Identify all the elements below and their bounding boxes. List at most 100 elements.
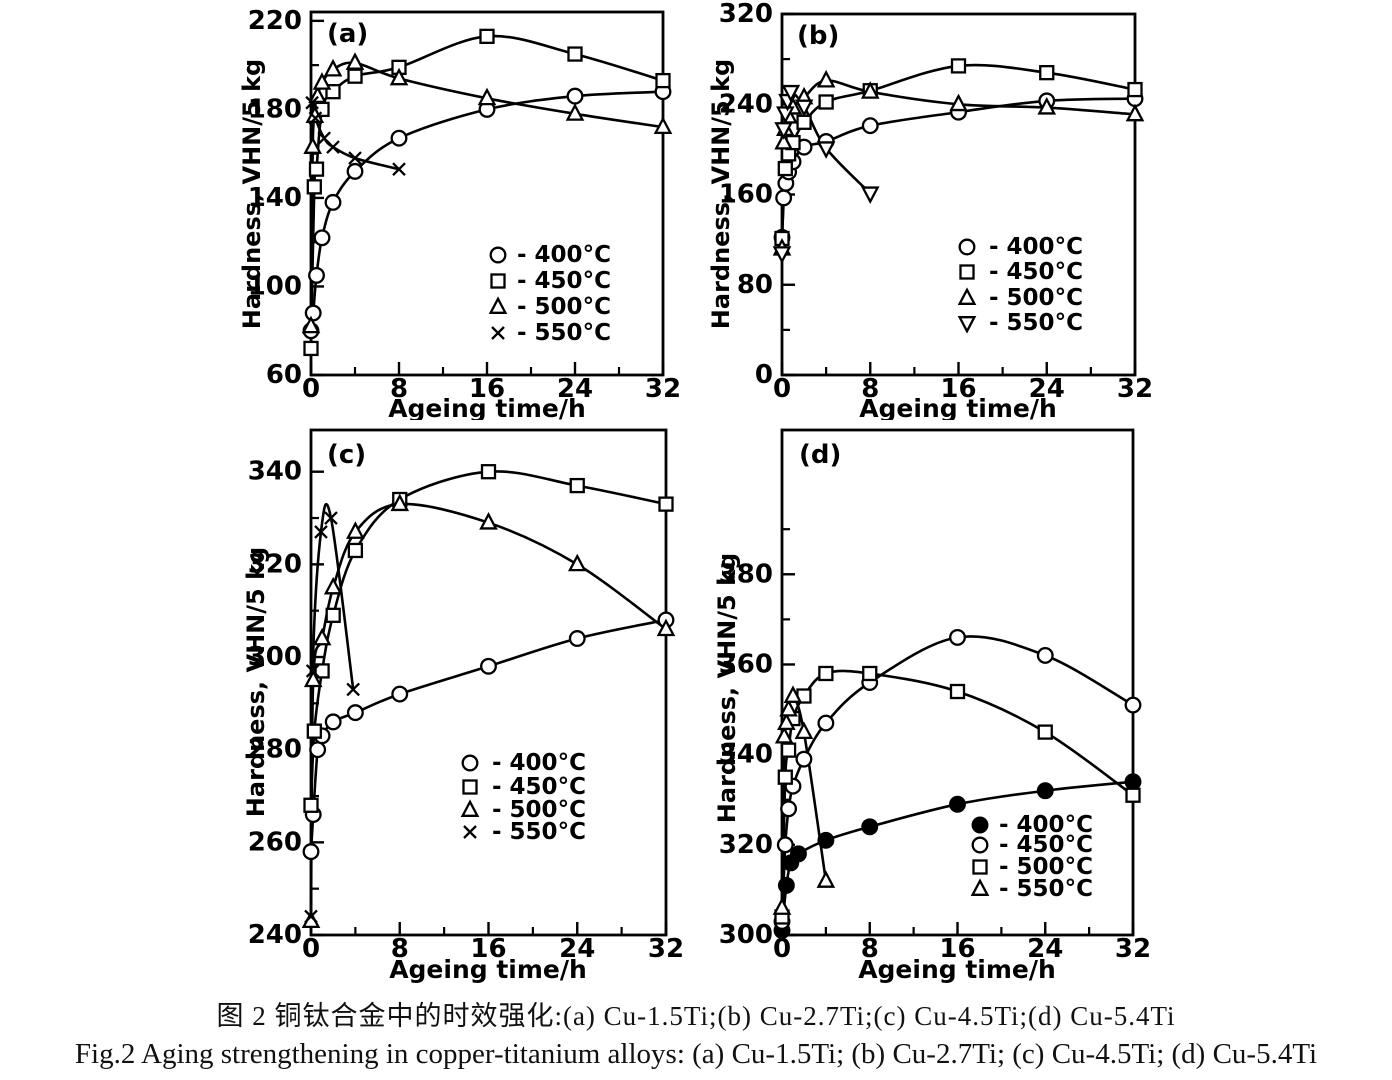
circle-marker xyxy=(308,266,325,284)
y-tick-label: 60 xyxy=(266,360,302,390)
x-stroke xyxy=(305,95,319,110)
series-550-markers xyxy=(304,511,360,924)
x-tick-label: 8 xyxy=(861,374,879,404)
circle-marker xyxy=(309,741,327,759)
series-450-markers xyxy=(773,628,1142,930)
x-tick-label: 16 xyxy=(470,934,506,964)
circle-marker xyxy=(780,800,798,818)
triangle-up-marker xyxy=(949,93,968,112)
y-tick-label: 380 xyxy=(719,559,773,589)
square-marker xyxy=(777,769,793,785)
series-450-curve xyxy=(309,470,668,807)
x-tick-label: 0 xyxy=(302,374,320,404)
y-tick-label: 180 xyxy=(248,94,302,124)
triangle-down-marker xyxy=(816,141,836,159)
plot-frame xyxy=(309,428,668,937)
x-tick-label: 16 xyxy=(940,374,976,404)
legend-circle-marker xyxy=(958,238,976,256)
square-marker xyxy=(569,477,585,494)
square-marker xyxy=(567,46,583,62)
square-marker xyxy=(1125,787,1141,803)
triangle-up-marker xyxy=(816,69,836,88)
x-stroke xyxy=(317,131,332,145)
square-marker xyxy=(658,496,674,512)
triangle-up-marker xyxy=(323,58,343,77)
series-400-curve xyxy=(309,618,668,853)
x-marker xyxy=(304,909,318,924)
series-400-markers xyxy=(773,90,1144,246)
triangle-up-marker xyxy=(565,103,585,121)
triangle-up-marker xyxy=(774,131,793,150)
series-450-markers xyxy=(303,28,671,357)
legend-triangle-up-marker xyxy=(957,287,977,305)
legend: - 400°C- 450°C- 500°C- 550°C xyxy=(460,750,586,845)
legend-circle-marker xyxy=(489,246,507,264)
circle-filled-marker xyxy=(1036,782,1054,800)
x-tick-label: 32 xyxy=(648,934,684,964)
triangle-up-marker xyxy=(783,685,803,703)
circle-marker xyxy=(480,657,497,675)
circle-filled-marker xyxy=(790,845,807,863)
circle-marker xyxy=(1036,646,1054,664)
triangle-up-marker xyxy=(346,521,365,539)
legend-x-marker xyxy=(463,825,477,839)
x-tick-label: 8 xyxy=(861,934,879,964)
legend-label: - 500°C xyxy=(989,285,1083,311)
x-stroke xyxy=(324,511,338,525)
triangle-down-marker xyxy=(860,186,880,205)
y-tick-label: 320 xyxy=(719,830,773,860)
circle-filled-marker xyxy=(949,795,966,813)
legend-circle-marker xyxy=(461,754,479,772)
legend-x-marker xyxy=(491,326,505,340)
legend-circle-marker xyxy=(971,836,989,854)
y-tick-label: 360 xyxy=(719,649,773,679)
y-tick-label: 320 xyxy=(248,549,302,579)
series-500-curve xyxy=(309,502,668,923)
legend-label: - 500°C xyxy=(999,854,1093,880)
x-stroke xyxy=(304,909,318,924)
circle-filled-marker xyxy=(1124,773,1142,791)
legend-label: - 500°C xyxy=(492,797,586,823)
square-marker xyxy=(949,683,966,700)
chart-panel-d: 300 320 340 360 380 0 8 16 24 32 Hardness, VHN/5 k… xyxy=(695,420,1160,990)
square-marker xyxy=(479,28,495,44)
legend: - 400°C- 450°C- 500°C- 550°C xyxy=(957,234,1083,336)
triangle-up-marker xyxy=(303,136,322,154)
y-tick-label: 340 xyxy=(248,457,302,487)
square-marker xyxy=(777,160,793,177)
square-marker xyxy=(1127,81,1143,98)
series-450-curve xyxy=(309,34,665,350)
triangle-up-marker xyxy=(774,725,794,744)
circle-marker xyxy=(566,87,584,105)
x-marker xyxy=(392,162,406,176)
triangle-up-marker xyxy=(1037,96,1057,115)
y-tick-label: 240 xyxy=(248,920,302,950)
series-400-markers xyxy=(302,611,675,861)
legend-circle-filled-marker xyxy=(971,816,989,834)
triangle-up-marker xyxy=(779,698,798,717)
x-tick-label: 32 xyxy=(1115,934,1151,964)
x-marker xyxy=(324,511,338,525)
x-axis-title: Ageing time/h xyxy=(388,394,586,420)
chart-svg-b: 0 80 160 240 320 0 8 16 24 32 Hardness, VHN/5 kg Ag… xyxy=(707,0,1153,423)
triangle-up-marker xyxy=(301,315,321,334)
series-550-markers xyxy=(772,84,880,264)
panel-label: (d) xyxy=(799,440,841,470)
y-tick-label: 0 xyxy=(755,360,773,390)
triangle-up-marker xyxy=(312,627,332,646)
x-tick-label: 16 xyxy=(469,374,505,404)
legend-triangle-down-marker xyxy=(957,316,977,334)
x-stroke xyxy=(308,111,323,126)
triangle-up-marker xyxy=(308,85,327,104)
panel-label: (a) xyxy=(327,19,368,49)
chart-panel-c: 240 260 280 300 320 340 0 8 16 24 32 Hardness, VHN/… xyxy=(240,420,700,990)
circle-filled-marker xyxy=(777,876,795,894)
square-marker xyxy=(780,742,797,758)
legend-square-marker xyxy=(462,779,478,795)
square-marker xyxy=(480,464,497,480)
triangle-down-marker xyxy=(794,99,814,118)
triangle-down-marker xyxy=(776,106,795,124)
chart-svg-c: 240 260 280 300 320 340 0 8 16 24 32 Hardness, VHN/… xyxy=(242,428,684,984)
triangle-up-marker xyxy=(816,870,836,888)
chart-svg-a: 60 100 140 180 220 0 8 16 24 32 Hardness, VHN/5 kg… xyxy=(238,6,681,423)
